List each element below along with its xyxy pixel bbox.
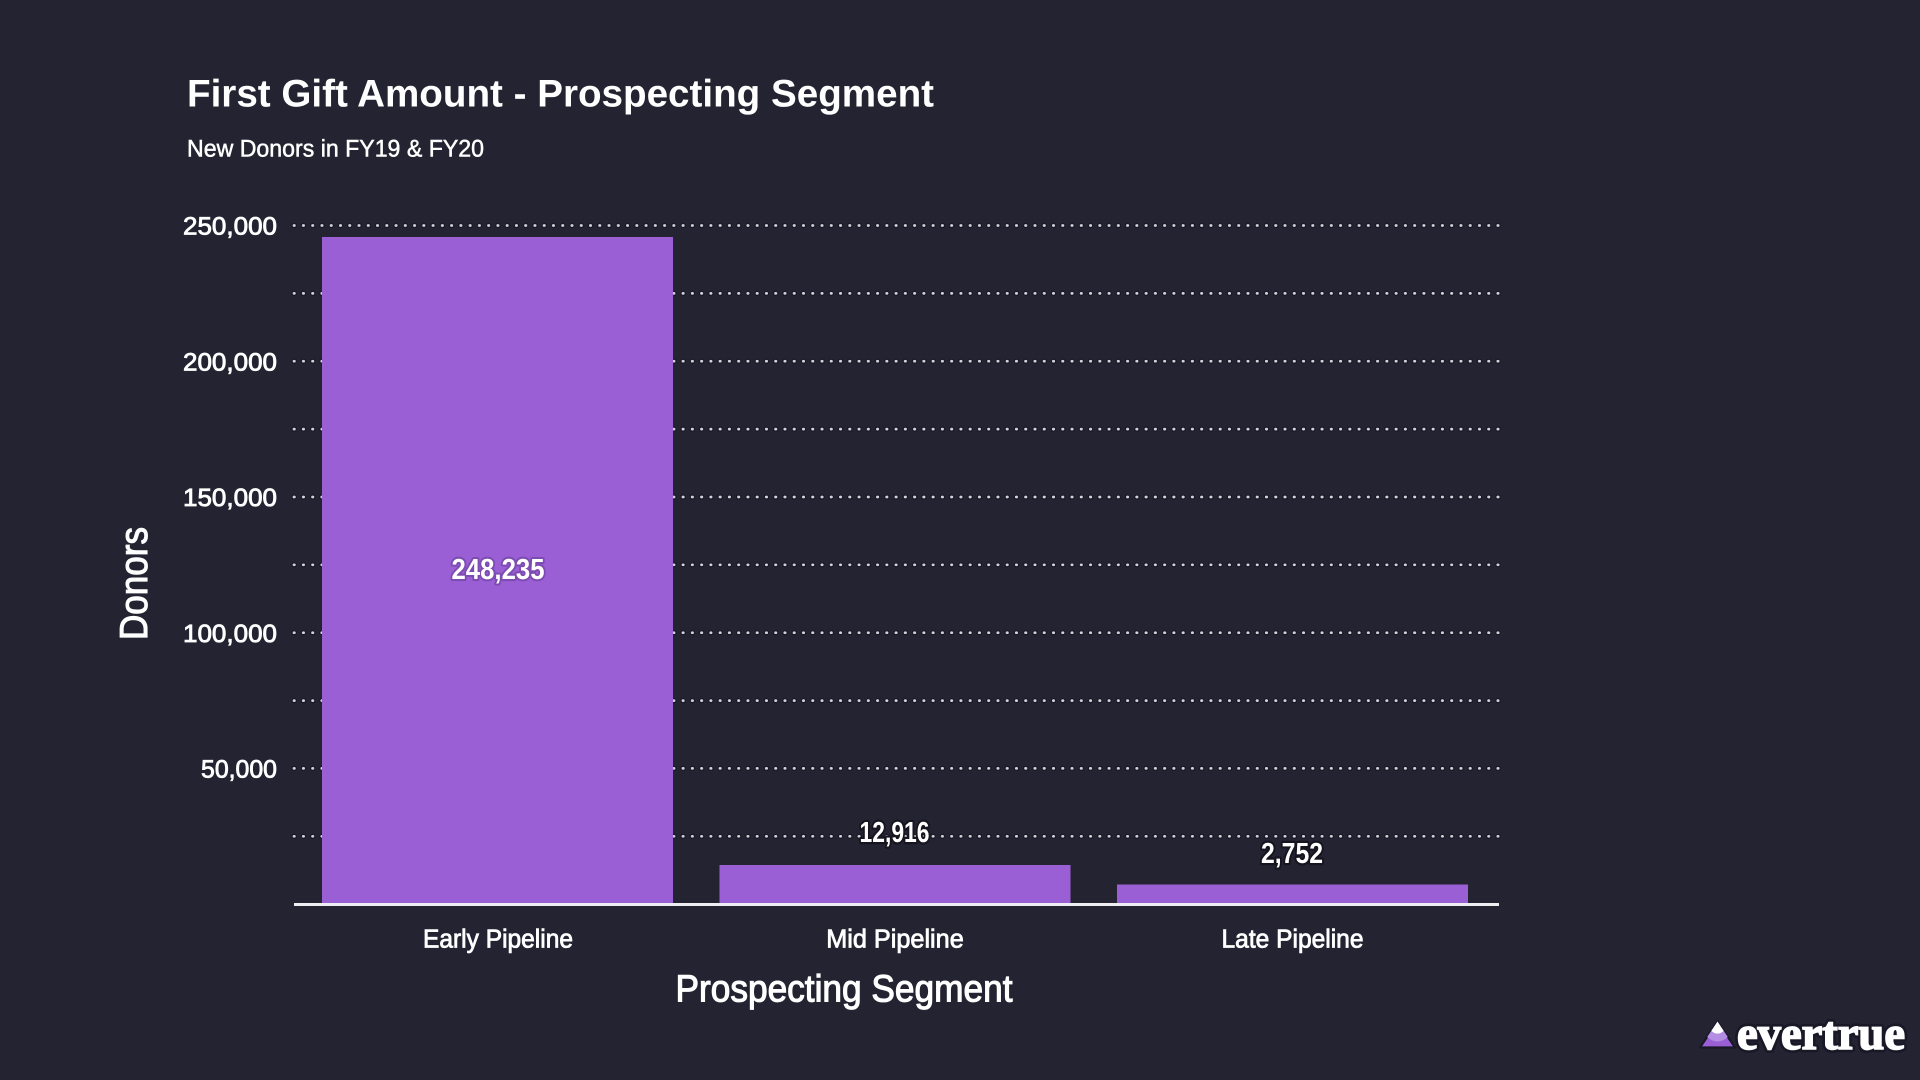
svg-text:Late Pipeline: Late Pipeline bbox=[1222, 924, 1364, 954]
svg-text:2,752: 2,752 bbox=[1261, 838, 1323, 870]
svg-text:200,000: 200,000 bbox=[183, 348, 277, 376]
svg-text:New Donors in FY19 & FY20: New Donors in FY19 & FY20 bbox=[187, 136, 484, 163]
svg-text:248,235: 248,235 bbox=[452, 554, 545, 586]
svg-text:evertrue: evertrue bbox=[1737, 1008, 1905, 1060]
svg-text:100,000: 100,000 bbox=[183, 620, 277, 648]
svg-text:Early Pipeline: Early Pipeline bbox=[423, 924, 573, 954]
svg-text:evertrue: evertrue bbox=[1737, 1008, 1905, 1060]
svg-text:Donors: Donors bbox=[113, 527, 156, 640]
svg-text:50,000: 50,000 bbox=[201, 756, 277, 784]
svg-text:250,000: 250,000 bbox=[183, 213, 277, 241]
svg-text:150,000: 150,000 bbox=[183, 484, 277, 512]
svg-text:Prospecting Segment: Prospecting Segment bbox=[676, 969, 1013, 1011]
svg-text:Mid Pipeline: Mid Pipeline bbox=[826, 924, 964, 954]
svg-text:First Gift Amount - Prospectin: First Gift Amount - Prospecting Segment bbox=[187, 73, 934, 116]
svg-text:12,916: 12,916 bbox=[860, 817, 930, 849]
